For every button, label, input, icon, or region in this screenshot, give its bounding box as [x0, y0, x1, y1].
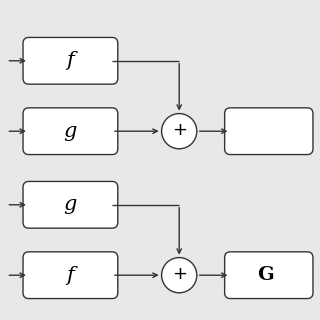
FancyBboxPatch shape [23, 181, 118, 228]
FancyBboxPatch shape [23, 252, 118, 299]
Text: G: G [257, 266, 274, 284]
Text: f: f [67, 266, 74, 285]
Text: g: g [64, 195, 77, 214]
Text: g: g [64, 122, 77, 141]
Text: +: + [172, 265, 187, 283]
Circle shape [162, 114, 197, 149]
Text: f: f [67, 51, 74, 70]
FancyBboxPatch shape [225, 252, 313, 299]
Text: +: + [172, 121, 187, 139]
FancyBboxPatch shape [23, 37, 118, 84]
FancyBboxPatch shape [225, 108, 313, 155]
Circle shape [162, 258, 197, 293]
FancyBboxPatch shape [23, 108, 118, 155]
